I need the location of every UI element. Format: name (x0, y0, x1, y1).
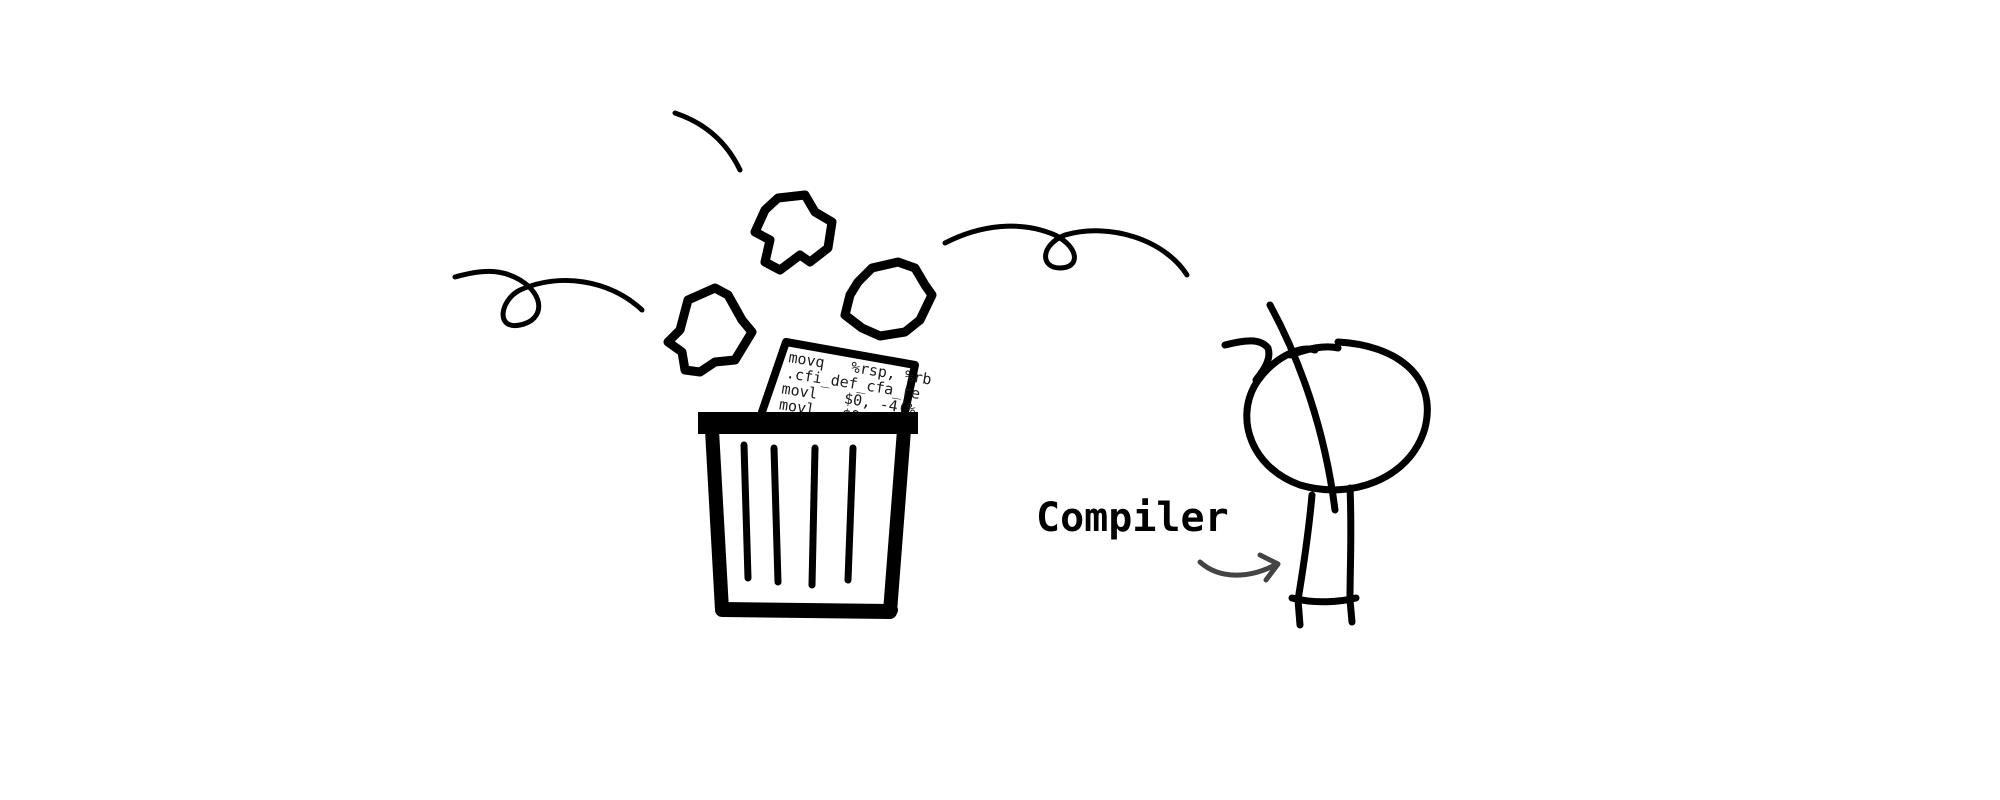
trash-can-icon (698, 412, 918, 619)
figure-body-right (1346, 484, 1355, 602)
arrow-shaft (1197, 559, 1278, 578)
trash-can-body (705, 423, 911, 619)
trash-can-rib-2 (770, 444, 782, 586)
trash-can-rib-3 (808, 444, 819, 589)
figure-hair (1221, 337, 1273, 384)
motion-loop-left (452, 268, 645, 328)
motion-loop-right (942, 223, 1190, 278)
figure-leg-right (1346, 596, 1356, 626)
paper-ball-right (840, 257, 937, 341)
trash-can-rib-4 (844, 444, 857, 584)
crumpled-paper-icon (663, 190, 937, 377)
stick-figure-icon (1221, 301, 1431, 629)
trash-can-bottom (716, 602, 898, 616)
paper-ball-left (663, 283, 757, 377)
motion-lines (452, 110, 1190, 328)
figure-spine (1266, 301, 1339, 514)
trash-can-lid (698, 412, 918, 434)
figure-head (1243, 338, 1431, 494)
paper-ball-top (750, 190, 837, 275)
paper-outline (758, 338, 919, 416)
trash-can-rib-1 (740, 441, 752, 582)
curved-arrow-icon (1197, 552, 1281, 583)
figure-leg-left (1294, 596, 1304, 629)
figure-body-left (1294, 491, 1316, 604)
motion-arc-top (672, 110, 743, 173)
compiler-label: Compiler (1036, 495, 1229, 541)
arrow-head (1257, 552, 1281, 583)
